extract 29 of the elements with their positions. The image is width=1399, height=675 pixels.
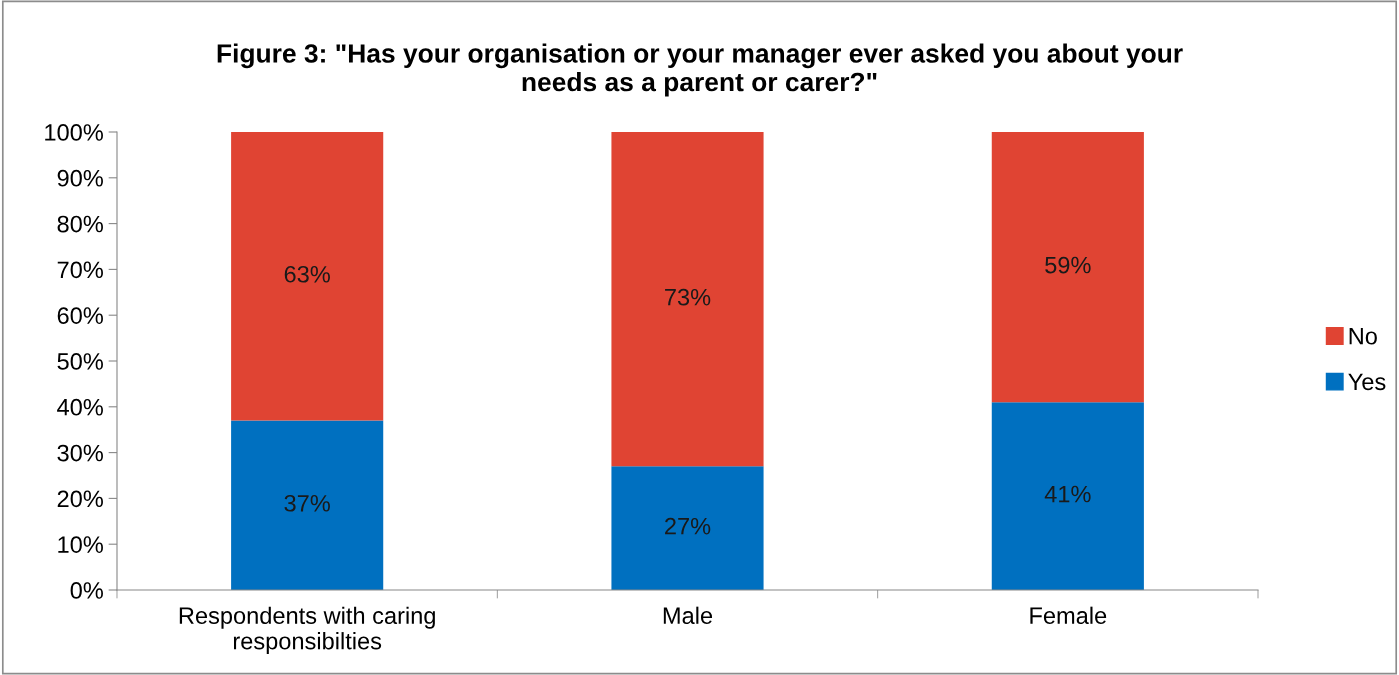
- x-tick-label: Female: [1030, 606, 1107, 625]
- y-tick-label: 70%: [57, 261, 103, 279]
- y-tick-label: 60%: [57, 307, 103, 324]
- data-label: 73%: [665, 288, 711, 306]
- bar: [231, 132, 384, 421]
- y-tick-label: 80%: [57, 215, 103, 233]
- chart-title: Figure 3: "Has your organisation or your manager ever asked you about your needs as a parent or carer?": [217, 43, 1183, 97]
- bar: [611, 466, 764, 590]
- data-label: 27%: [665, 517, 711, 535]
- data-label: 41%: [1044, 485, 1091, 503]
- legend-label: Yes: [1348, 373, 1386, 391]
- data-label: 59%: [1045, 256, 1091, 274]
- y-tick-label: 0%: [70, 582, 103, 599]
- legend-label: No: [1349, 328, 1377, 345]
- bar: [991, 402, 1144, 590]
- y-tick-label: 10%: [58, 536, 103, 553]
- x-tick-label: Respondents with caring responsibilties: [179, 606, 435, 655]
- y-tick-label: 100%: [45, 124, 103, 141]
- y-tick-label: 50%: [57, 353, 103, 370]
- bar: [231, 420, 384, 590]
- bar: [991, 132, 1144, 403]
- data-label: 37%: [284, 494, 330, 512]
- data-label: 63%: [284, 265, 330, 283]
- y-tick-label: 20%: [57, 490, 103, 508]
- y-tick-label: 90%: [57, 169, 103, 187]
- x-tick-label: Male: [663, 606, 713, 625]
- y-tick-label: 30%: [57, 444, 103, 462]
- bar: [611, 132, 764, 467]
- y-tick-label: 40%: [57, 398, 103, 416]
